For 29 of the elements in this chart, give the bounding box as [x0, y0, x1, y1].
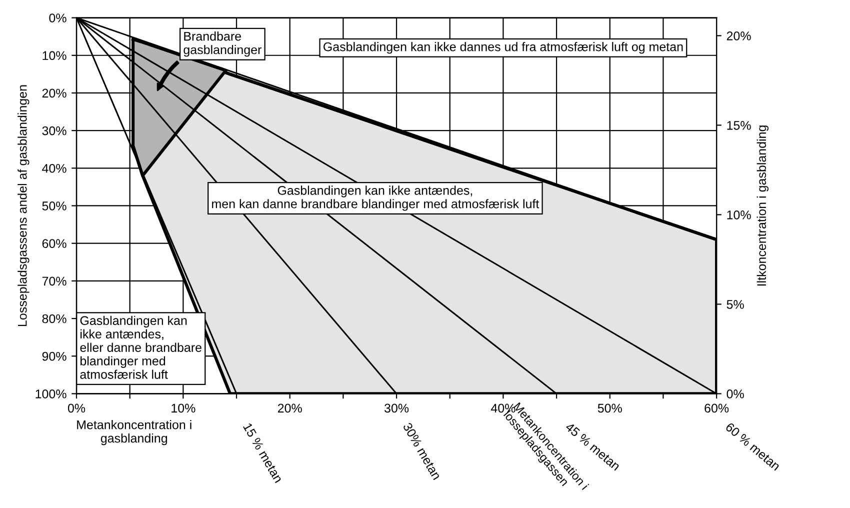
y2-tick-label: 20%: [726, 31, 751, 40]
y2-tick-label: 5%: [726, 300, 744, 309]
y-tick-label: 40%: [42, 164, 66, 173]
y2-axis-title: Iltkoncentration i gasblanding: [756, 126, 768, 286]
y-axis-title: Lossepladsgassens andel af gasblandingen: [18, 85, 30, 326]
y-tick-label: 20%: [42, 88, 66, 98]
y-tick-label: 70%: [42, 276, 66, 286]
annotation: Gasblandingen kan ikke antændes, eller danne brandbare blandinger med atmosfærisk luft: [80, 316, 202, 379]
y2-tick-label: 15%: [727, 121, 751, 130]
x-tick-label: 60%: [704, 404, 729, 413]
y-tick-label: 50%: [42, 202, 66, 210]
y-tick-label: 100%: [36, 390, 66, 398]
x-axis-title: Metankoncentration i gasblanding: [77, 420, 192, 446]
y-tick-label: 10%: [42, 51, 66, 60]
x-tick-label: 30%: [384, 404, 409, 413]
y-tick-label: 60%: [42, 239, 66, 248]
y2-tick-label: 0%: [726, 390, 744, 398]
y-tick-label: 0%: [49, 14, 66, 22]
y-tick-label: 30%: [42, 126, 66, 136]
annotation: Gasblandingen kan ikke antændes, men kan danne brandbare blandinger med atmosfærisk luft: [212, 186, 540, 211]
y-tick-label: 90%: [42, 352, 66, 361]
annotation: Brandbare gasblandinger: [184, 32, 262, 57]
y2-tick-label: 10%: [727, 210, 751, 220]
annotation: Gasblandingen kan ikke dannes ud fra atmosfærisk luft og metan: [324, 42, 683, 54]
x-tick-label: 50%: [598, 404, 622, 413]
y-tick-label: 80%: [42, 314, 66, 324]
x-tick-label: 10%: [172, 404, 196, 413]
x-tick-label: 0%: [68, 404, 86, 413]
x-tick-label: 20%: [278, 404, 302, 413]
